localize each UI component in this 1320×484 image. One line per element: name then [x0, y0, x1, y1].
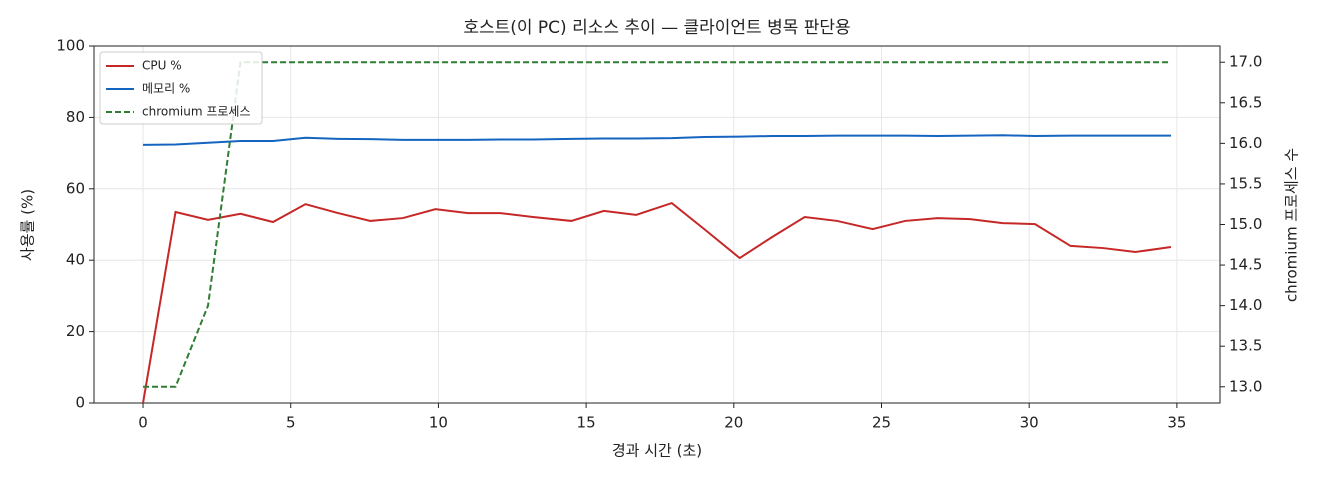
y-tick-label: 100	[56, 37, 85, 55]
y2-axis-label: chromium 프로세스 수	[1283, 148, 1301, 302]
y2-tick-label: 14.5	[1229, 256, 1262, 274]
legend-label: CPU %	[142, 59, 182, 73]
x-tick-label: 35	[1167, 414, 1186, 432]
y-tick-label: 80	[66, 108, 85, 126]
series-line	[143, 61, 1171, 388]
legend-box	[99, 51, 263, 125]
y-tick-label: 20	[66, 322, 85, 340]
y2-tick-label: 13.5	[1229, 337, 1262, 355]
y2-tick-label: 13.0	[1229, 377, 1262, 395]
legend-label: 메모리 %	[142, 82, 190, 96]
x-tick-label: 10	[429, 414, 448, 432]
y-tick-label: 0	[75, 394, 85, 412]
y-axis-label: 사용률 (%)	[19, 189, 37, 261]
x-tick-label: 25	[872, 414, 891, 432]
x-tick-label: 5	[286, 414, 296, 432]
x-tick-label: 0	[138, 414, 148, 432]
x-tick-label: 20	[724, 414, 743, 432]
x-tick-label: 30	[1020, 414, 1039, 432]
plot-frame	[93, 45, 1221, 404]
y2-tick-label: 16.0	[1229, 134, 1262, 152]
y2-tick-label: 15.0	[1229, 215, 1262, 233]
y2-tick-label: 16.5	[1229, 93, 1262, 111]
legend-label: chromium 프로세스	[142, 105, 251, 119]
series-line	[142, 201, 1172, 404]
y-tick-label: 60	[66, 179, 85, 197]
series-line	[143, 134, 1171, 146]
x-axis-label: 경과 시간 (초)	[612, 442, 702, 460]
y-tick-label: 40	[66, 251, 85, 269]
y2-tick-label: 17.0	[1229, 53, 1262, 71]
y2-tick-label: 15.5	[1229, 174, 1262, 192]
y2-tick-label: 14.0	[1229, 296, 1262, 314]
chart-title: 호스트(이 PC) 리소스 추이 — 클라이언트 병목 판단용	[463, 18, 850, 38]
x-tick-label: 15	[577, 414, 596, 432]
